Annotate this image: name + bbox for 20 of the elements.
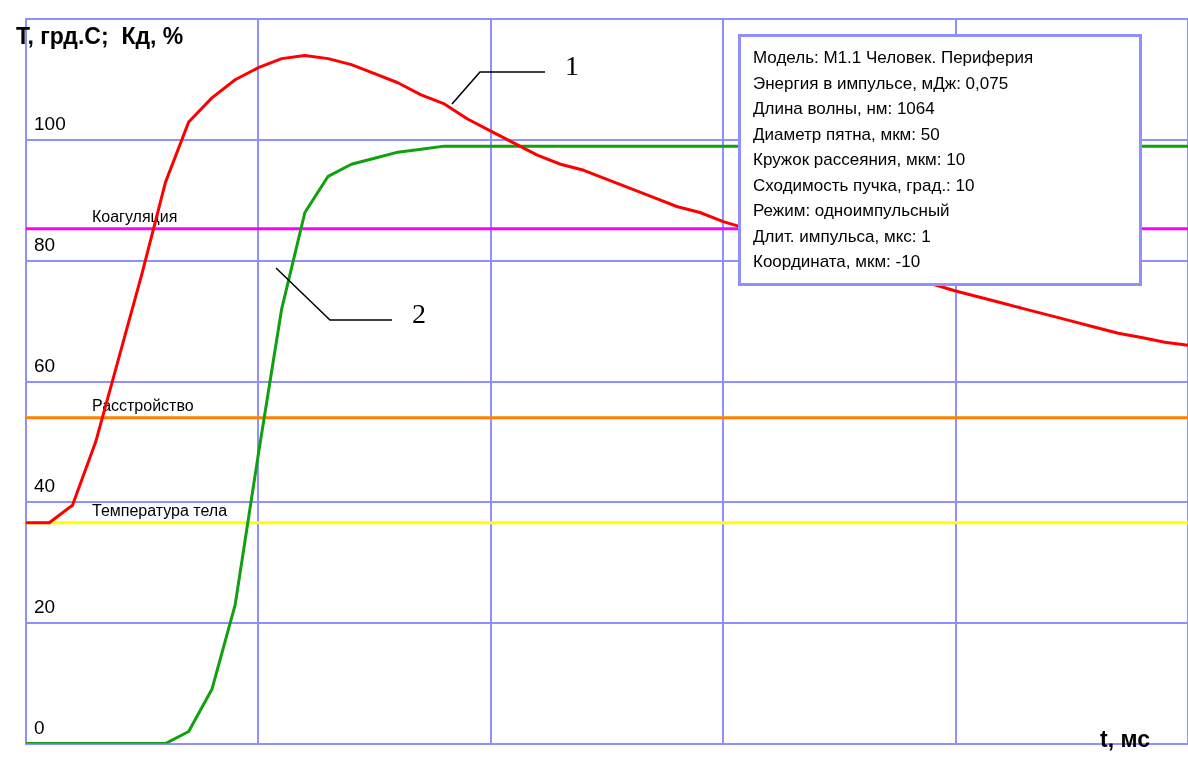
annotation: t, мс — [1100, 725, 1151, 752]
annotation: Диаметр пятна, мкм: 50 — [753, 123, 941, 146]
annotation: 2 — [412, 298, 426, 330]
annotation: Сходимость пучка, град.: 10 — [753, 174, 976, 197]
annotation: Энергия в импульсе, мДж: 0,075 — [753, 72, 1010, 95]
annotation: Режим: одноимпульсный — [753, 200, 951, 222]
annotation: Длит. импульса, мкс: 1 — [753, 225, 932, 248]
annotation: Длина волны, нм: 1064 — [753, 98, 936, 120]
y-tick-label: 100 — [34, 113, 66, 135]
annotation: Модель: M1.1 Человек. Периферия — [753, 47, 1035, 69]
y-tick-label: 60 — [34, 354, 56, 376]
annotation: Координата, мкм: -10 — [753, 251, 922, 273]
y-tick-label: 20 — [34, 596, 56, 618]
y-tick-label: 0 — [34, 716, 45, 738]
y-axis-title: T, грд.С; Кд, % — [16, 22, 184, 49]
ref-line-label: Температура тела — [92, 502, 228, 520]
y-tick-label: 40 — [34, 475, 56, 497]
y-tick-label: 80 — [34, 234, 56, 256]
annotation: Кружок рассеяния, мкм: 10 — [753, 149, 967, 171]
annotation: 1 — [565, 50, 579, 82]
